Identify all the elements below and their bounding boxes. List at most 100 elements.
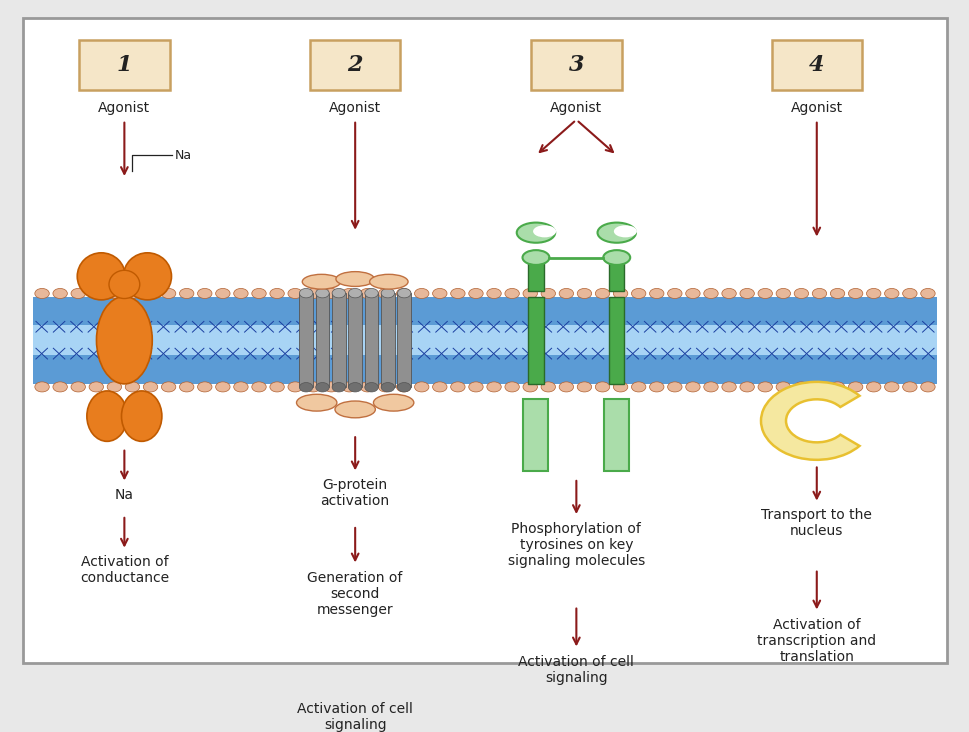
Circle shape	[721, 382, 735, 392]
Text: Transport to the
nucleus: Transport to the nucleus	[761, 508, 871, 539]
Text: Phosphorylation of
tyrosines on key
signaling molecules: Phosphorylation of tyrosines on key sign…	[507, 522, 644, 568]
Circle shape	[107, 382, 121, 392]
Circle shape	[89, 288, 104, 299]
Bar	[33, 326, 936, 355]
Bar	[528, 296, 543, 384]
Circle shape	[811, 288, 826, 299]
Circle shape	[288, 288, 302, 299]
Circle shape	[848, 288, 862, 299]
Circle shape	[649, 288, 664, 299]
Circle shape	[649, 382, 664, 392]
Circle shape	[161, 288, 175, 299]
Bar	[528, 261, 543, 291]
Circle shape	[143, 382, 158, 392]
Ellipse shape	[348, 288, 361, 298]
Circle shape	[234, 382, 248, 392]
Circle shape	[468, 288, 483, 299]
Circle shape	[631, 382, 645, 392]
Circle shape	[432, 288, 447, 299]
Circle shape	[359, 288, 374, 299]
Circle shape	[89, 382, 104, 392]
Circle shape	[884, 288, 898, 299]
Circle shape	[577, 382, 591, 392]
Circle shape	[198, 382, 212, 392]
Ellipse shape	[603, 250, 630, 265]
Circle shape	[125, 382, 140, 392]
Ellipse shape	[335, 272, 374, 286]
Circle shape	[486, 382, 501, 392]
Circle shape	[612, 288, 627, 299]
Circle shape	[884, 382, 898, 392]
FancyBboxPatch shape	[79, 40, 170, 90]
Circle shape	[432, 382, 447, 392]
Circle shape	[378, 288, 392, 299]
Circle shape	[829, 382, 844, 392]
Ellipse shape	[78, 253, 125, 300]
Circle shape	[865, 382, 880, 392]
Ellipse shape	[334, 401, 375, 418]
Ellipse shape	[381, 288, 394, 298]
Circle shape	[324, 288, 338, 299]
Text: 1: 1	[116, 53, 132, 75]
Circle shape	[505, 382, 518, 392]
Ellipse shape	[331, 288, 345, 298]
Circle shape	[269, 288, 284, 299]
Text: 3: 3	[568, 53, 583, 75]
Bar	[523, 399, 547, 471]
FancyBboxPatch shape	[310, 40, 400, 90]
Circle shape	[541, 288, 555, 299]
FancyBboxPatch shape	[23, 18, 946, 662]
Ellipse shape	[299, 288, 313, 298]
Circle shape	[505, 288, 518, 299]
Circle shape	[35, 288, 49, 299]
Text: Activation of
conductance: Activation of conductance	[79, 556, 169, 586]
Circle shape	[739, 288, 754, 299]
Text: 4: 4	[808, 53, 824, 75]
Circle shape	[902, 288, 916, 299]
Circle shape	[775, 288, 790, 299]
Ellipse shape	[364, 288, 378, 298]
Circle shape	[577, 288, 591, 299]
Ellipse shape	[299, 383, 313, 392]
Ellipse shape	[331, 383, 345, 392]
Circle shape	[324, 382, 338, 392]
Circle shape	[359, 382, 374, 392]
Circle shape	[757, 382, 771, 392]
Circle shape	[179, 382, 194, 392]
Circle shape	[305, 288, 320, 299]
Circle shape	[71, 288, 85, 299]
Circle shape	[252, 288, 266, 299]
Circle shape	[342, 288, 357, 299]
Circle shape	[685, 288, 700, 299]
Circle shape	[920, 382, 934, 392]
Ellipse shape	[123, 253, 172, 300]
Circle shape	[451, 382, 464, 392]
Circle shape	[414, 288, 428, 299]
FancyBboxPatch shape	[531, 40, 621, 90]
Circle shape	[829, 288, 844, 299]
Ellipse shape	[109, 270, 140, 299]
Circle shape	[739, 382, 754, 392]
Ellipse shape	[522, 250, 548, 265]
Circle shape	[920, 288, 934, 299]
Circle shape	[794, 288, 808, 299]
Bar	[331, 293, 345, 387]
Circle shape	[215, 382, 230, 392]
Bar	[397, 293, 411, 387]
Circle shape	[198, 288, 212, 299]
Ellipse shape	[533, 225, 555, 237]
Bar	[316, 293, 328, 387]
Bar	[381, 293, 394, 387]
Circle shape	[865, 288, 880, 299]
Circle shape	[541, 382, 555, 392]
Text: Agonist: Agonist	[790, 101, 842, 116]
Ellipse shape	[516, 223, 554, 243]
Ellipse shape	[302, 274, 340, 289]
Circle shape	[396, 288, 411, 299]
Text: 2: 2	[347, 53, 362, 75]
Circle shape	[848, 382, 862, 392]
Ellipse shape	[364, 383, 378, 392]
Ellipse shape	[397, 383, 411, 392]
Circle shape	[396, 382, 411, 392]
Bar	[609, 261, 624, 291]
